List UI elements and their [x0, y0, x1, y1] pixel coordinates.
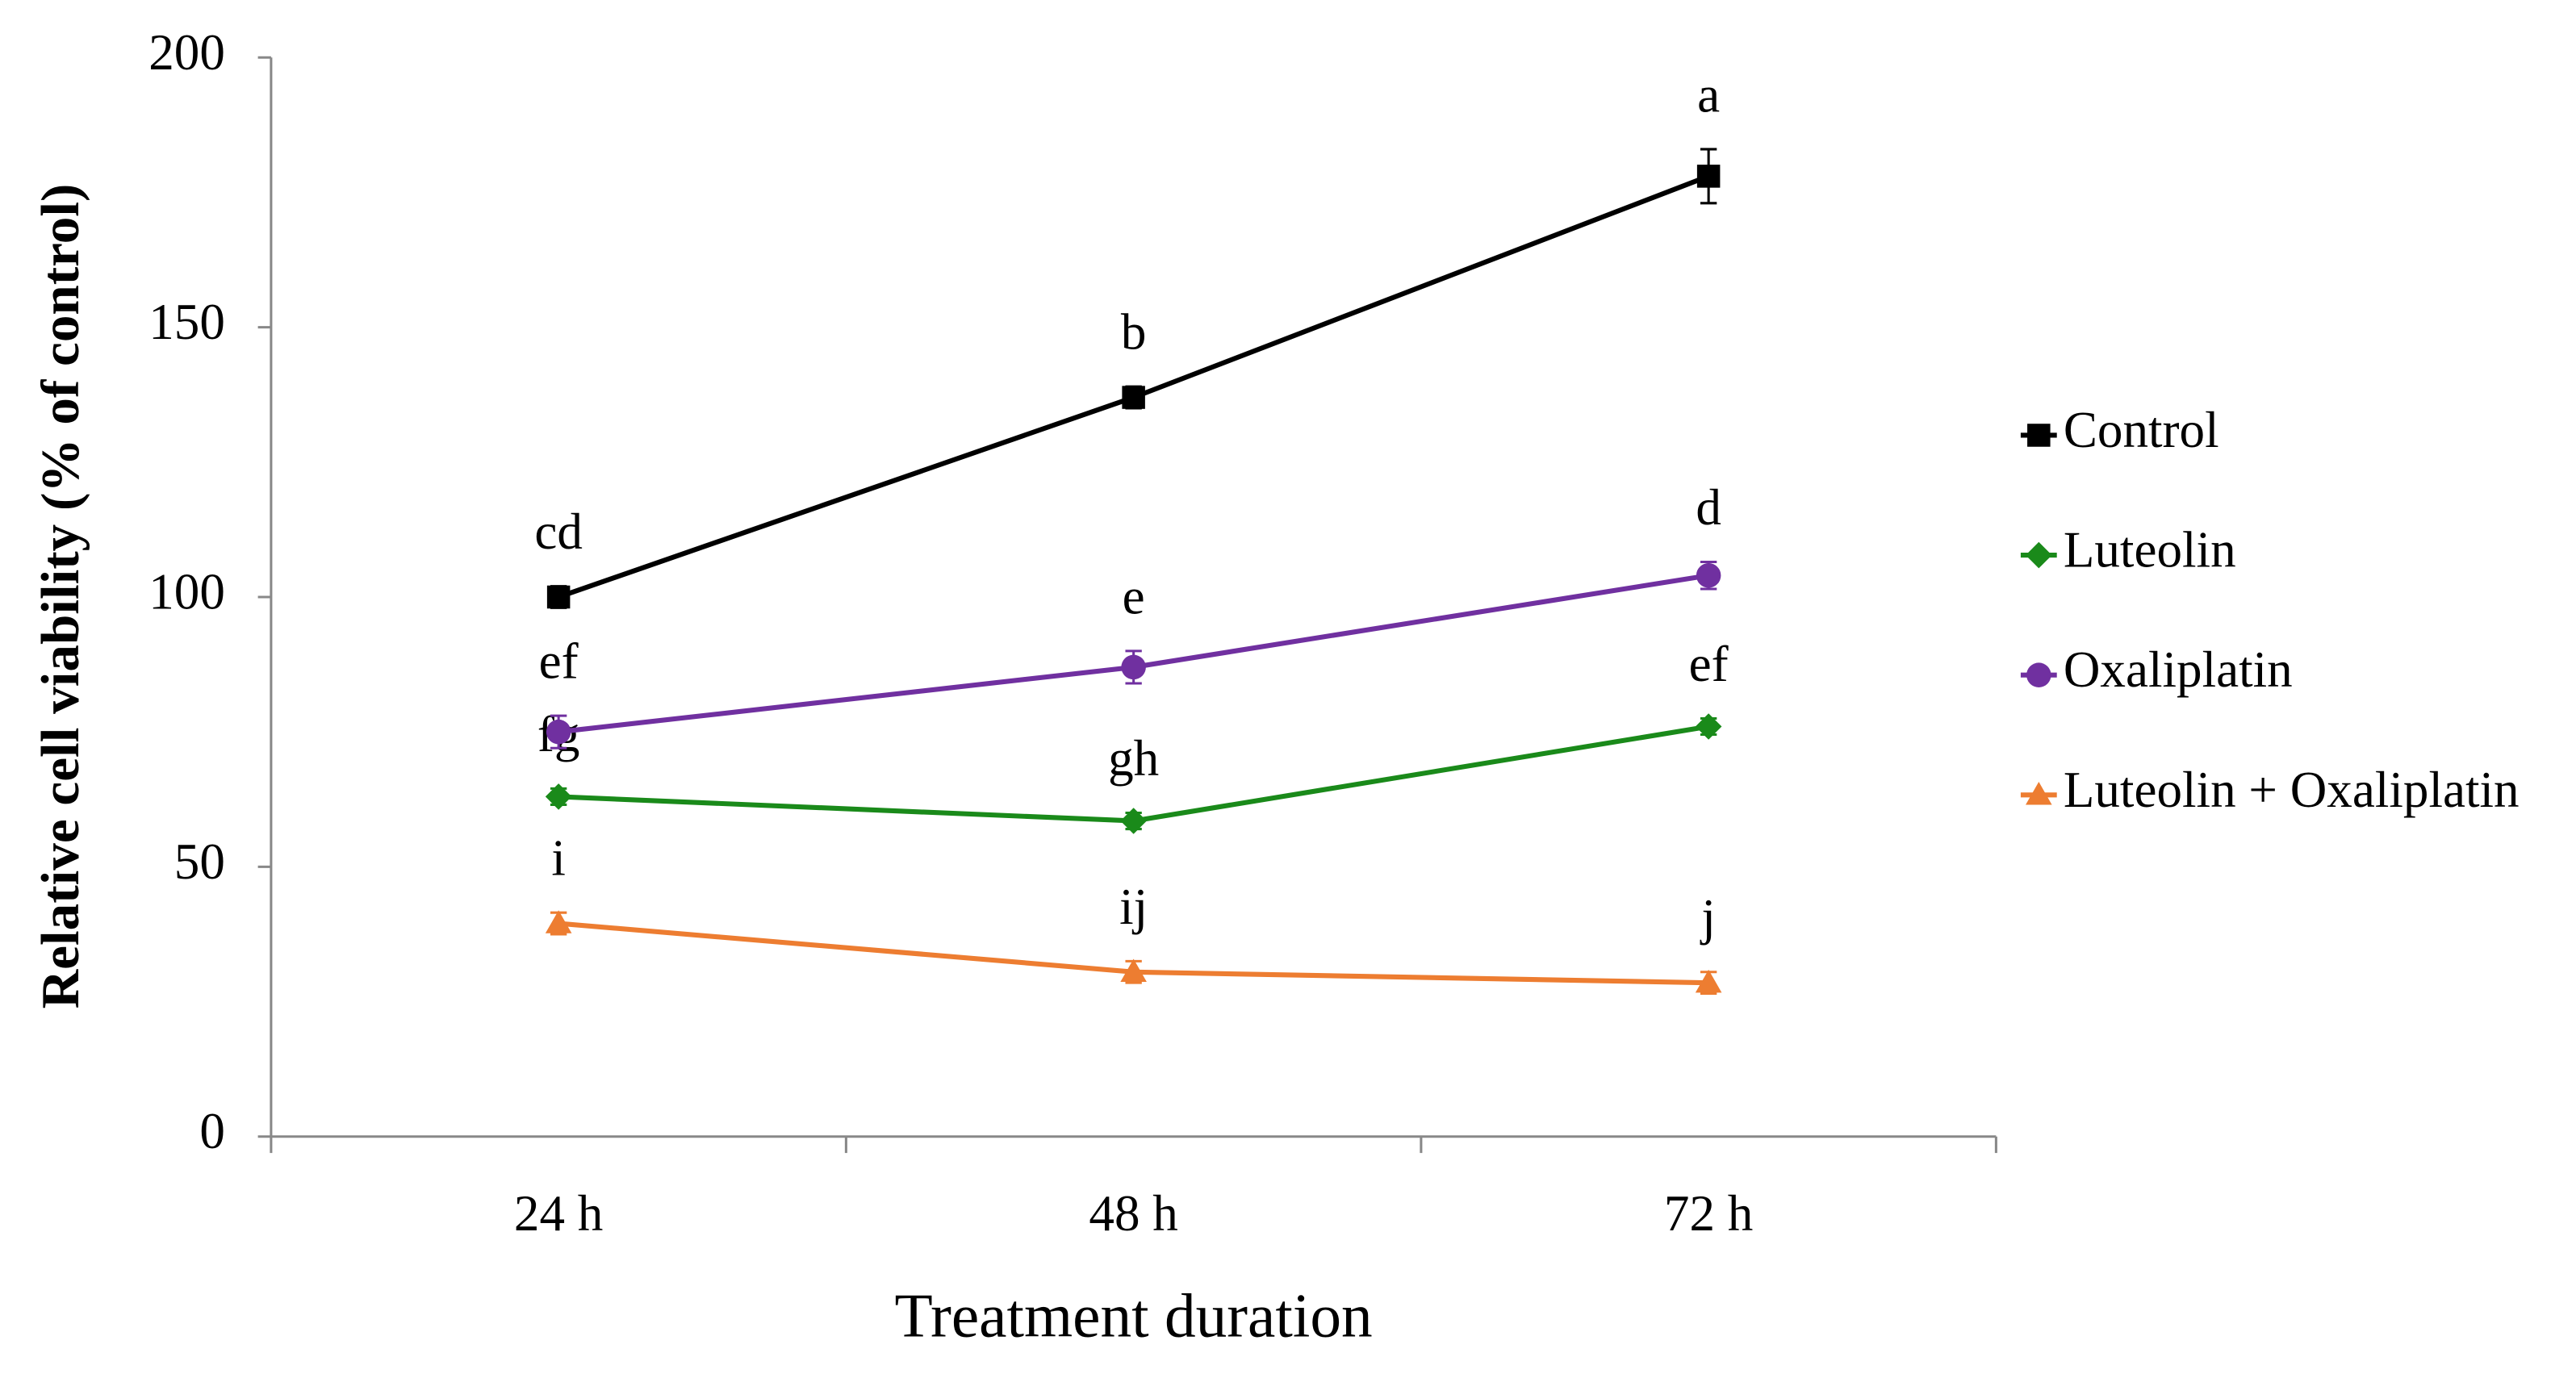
data-point: [1120, 958, 1147, 982]
y-tick-label: 0: [199, 1103, 225, 1159]
y-tick-label: 150: [148, 294, 225, 350]
significance-label: b: [1121, 304, 1147, 361]
legend-marker: [2026, 541, 2052, 569]
legend-label: Control: [2064, 402, 2219, 458]
significance-label: j: [1700, 889, 1716, 946]
y-tick-label: 200: [148, 24, 225, 81]
significance-label: e: [1123, 568, 1145, 624]
x-tick-label: 24 h: [514, 1185, 603, 1242]
data-point: [1695, 713, 1722, 740]
data-point: [1120, 808, 1147, 834]
data-point: [546, 585, 571, 609]
significance-label: i: [551, 830, 566, 887]
data-point: [545, 910, 572, 933]
significance-label: d: [1696, 479, 1721, 536]
significance-label: ef: [1689, 636, 1729, 692]
x-tick-label: 72 h: [1664, 1185, 1753, 1242]
data-point: [1696, 562, 1721, 588]
significance-label: cd: [534, 503, 583, 560]
legend-marker: [2027, 424, 2051, 447]
y-tick-label: 100: [148, 563, 225, 620]
data-point: [1696, 165, 1721, 188]
legend-marker: [2026, 782, 2052, 805]
legend-label: Luteolin + Oxaliplatin: [2064, 762, 2520, 818]
significance-label: ef: [539, 633, 579, 690]
data-point: [546, 719, 571, 745]
significance-label: a: [1697, 66, 1720, 123]
data-point: [1695, 969, 1722, 993]
y-axis-title: Relative cell viability (% of control): [30, 184, 90, 1009]
y-tick-label: 50: [174, 833, 225, 890]
x-axis-title: Treatment duration: [895, 1281, 1373, 1351]
significance-label: gh: [1108, 730, 1159, 787]
data-point: [1122, 386, 1145, 409]
significance-label: ij: [1119, 879, 1148, 935]
data-point: [1121, 654, 1146, 680]
legend-label: Oxaliplatin: [2064, 641, 2293, 698]
legend-label: Luteolin: [2064, 522, 2236, 578]
data-point: [545, 783, 572, 810]
legend-marker: [2026, 662, 2051, 687]
x-tick-label: 48 h: [1089, 1185, 1177, 1242]
